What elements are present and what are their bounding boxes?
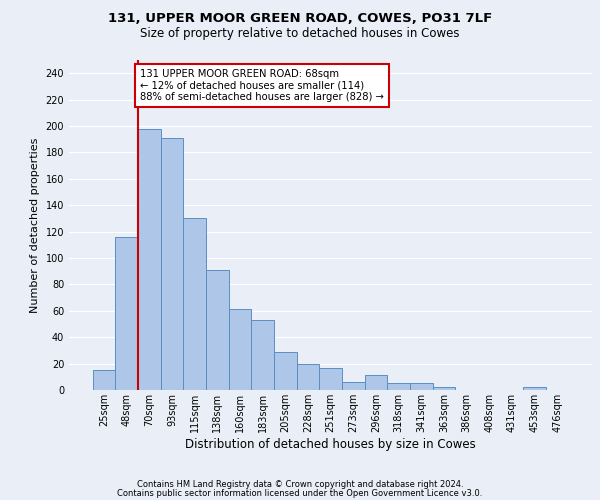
Bar xyxy=(523,388,546,390)
Text: Size of property relative to detached houses in Cowes: Size of property relative to detached ho… xyxy=(140,28,460,40)
Bar xyxy=(387,384,410,390)
Bar xyxy=(161,138,184,390)
Bar xyxy=(251,320,274,390)
Text: Contains public sector information licensed under the Open Government Licence v3: Contains public sector information licen… xyxy=(118,489,482,498)
X-axis label: Distribution of detached houses by size in Cowes: Distribution of detached houses by size … xyxy=(185,438,476,450)
Bar xyxy=(138,128,161,390)
Bar xyxy=(93,370,115,390)
Bar xyxy=(433,388,455,390)
Bar xyxy=(229,310,251,390)
Bar xyxy=(365,376,387,390)
Bar xyxy=(319,368,342,390)
Bar xyxy=(342,382,365,390)
Text: Contains HM Land Registry data © Crown copyright and database right 2024.: Contains HM Land Registry data © Crown c… xyxy=(137,480,463,489)
Bar xyxy=(296,364,319,390)
Bar xyxy=(184,218,206,390)
Bar xyxy=(115,237,138,390)
Bar xyxy=(410,384,433,390)
Text: 131 UPPER MOOR GREEN ROAD: 68sqm
← 12% of detached houses are smaller (114)
88% : 131 UPPER MOOR GREEN ROAD: 68sqm ← 12% o… xyxy=(140,69,384,102)
Text: 131, UPPER MOOR GREEN ROAD, COWES, PO31 7LF: 131, UPPER MOOR GREEN ROAD, COWES, PO31 … xyxy=(108,12,492,26)
Bar xyxy=(274,352,296,390)
Y-axis label: Number of detached properties: Number of detached properties xyxy=(30,138,40,312)
Bar xyxy=(206,270,229,390)
